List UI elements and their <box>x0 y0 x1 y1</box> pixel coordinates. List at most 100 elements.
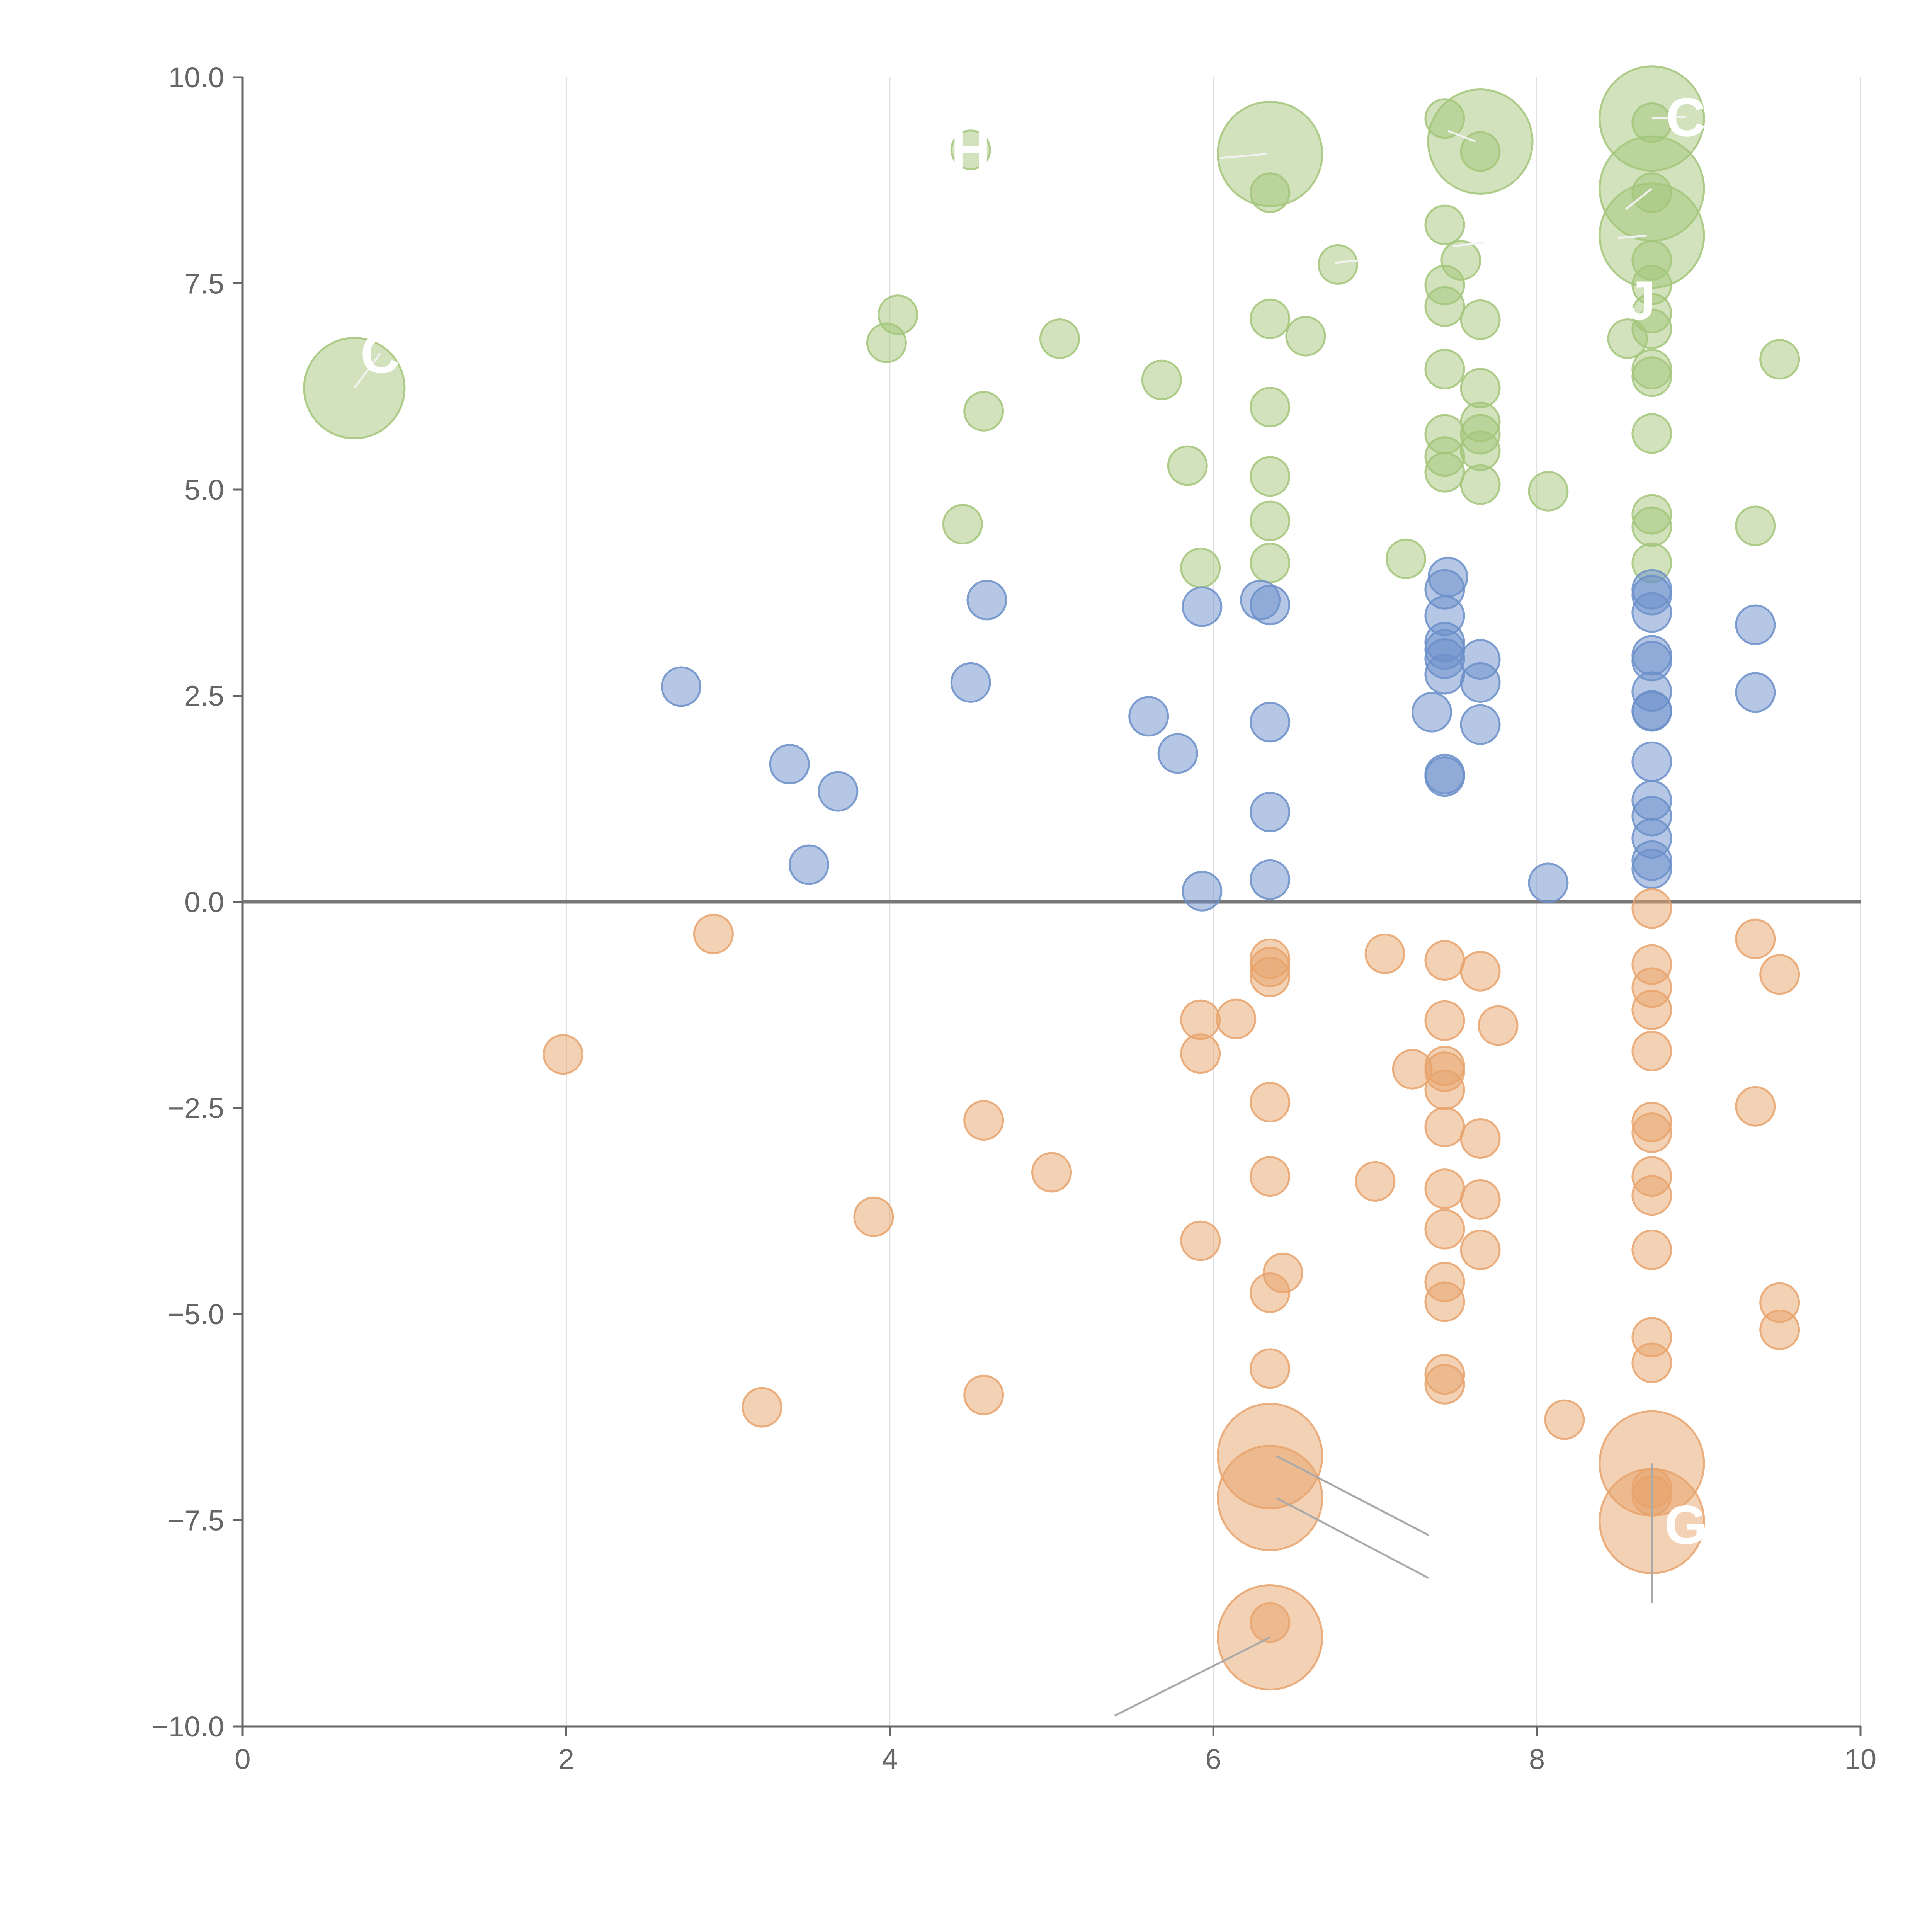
leader-line <box>1447 130 1476 143</box>
annotation-label: C <box>361 323 400 385</box>
leader-line <box>1452 241 1485 247</box>
blue-bubble <box>1460 662 1501 703</box>
green-bubble <box>1039 318 1080 359</box>
green-bubble <box>878 294 918 335</box>
orange-bubble <box>1735 918 1776 959</box>
orange-bubble <box>1759 1310 1800 1350</box>
orange-bubble <box>1460 1118 1501 1159</box>
blue-bubble <box>1631 592 1672 633</box>
orange-bubble <box>1424 1364 1465 1405</box>
annotation-label: C <box>1666 87 1706 148</box>
green-bubble <box>963 391 1004 432</box>
blue-bubble <box>1128 696 1169 737</box>
orange-bubble <box>1216 998 1257 1039</box>
orange-bubble <box>1424 1000 1465 1041</box>
y-tick-label: −2.5 <box>168 1092 224 1124</box>
green-bubble <box>1250 172 1291 213</box>
orange-bubble <box>1424 1168 1465 1209</box>
leader-line <box>1625 188 1653 210</box>
blue-bubble <box>1460 704 1501 745</box>
orange-bubble <box>1217 1445 1323 1551</box>
green-bubble <box>1424 452 1465 493</box>
blue-bubble <box>661 666 702 707</box>
annotation-label: H <box>951 120 991 181</box>
orange-bubble <box>1031 1152 1072 1193</box>
orange-bubble <box>963 1100 1004 1141</box>
orange-bubble <box>1180 1033 1221 1074</box>
blue-bubble <box>966 580 1007 621</box>
green-bubble <box>1631 506 1672 547</box>
x-tick-label: 8 <box>1529 1743 1545 1775</box>
blue-bubble <box>1735 672 1776 713</box>
green-bubble <box>1167 445 1208 486</box>
blue-bubble <box>1250 702 1291 743</box>
leader-line <box>1219 153 1267 159</box>
leader-line <box>1276 1497 1429 1579</box>
blue-bubble <box>950 662 991 703</box>
green-bubble <box>1631 356 1672 397</box>
green-bubble <box>1250 298 1291 339</box>
blue-bubble <box>1411 692 1452 733</box>
orange-bubble <box>1424 1209 1465 1250</box>
orange-bubble <box>1631 990 1672 1031</box>
orange-bubble <box>1424 1107 1465 1148</box>
green-bubble <box>1141 359 1182 400</box>
y-tick-label: 2.5 <box>184 680 224 712</box>
orange-bubble <box>1364 933 1405 974</box>
orange-bubble <box>1250 956 1291 997</box>
green-bubble <box>1631 413 1672 454</box>
green-bubble <box>942 504 983 545</box>
green-bubble <box>1250 500 1291 541</box>
green-bubble <box>1631 308 1672 349</box>
leader-line <box>1334 259 1359 264</box>
green-bubble <box>1180 548 1221 588</box>
x-tick-label: 6 <box>1206 1743 1221 1775</box>
blue-bubble <box>1424 756 1465 797</box>
annotation-leader <box>1651 116 1686 120</box>
green-bubble <box>1424 349 1465 389</box>
orange-bubble <box>1424 1281 1465 1322</box>
blue-bubble <box>1250 585 1291 626</box>
green-bubble <box>1759 339 1800 380</box>
y-tick-label: −5.0 <box>168 1298 224 1330</box>
green-bubble <box>950 129 991 170</box>
orange-bubble <box>1250 1602 1291 1643</box>
green-bubble <box>1250 456 1291 497</box>
orange-bubble <box>1631 1112 1672 1153</box>
blue-bubble <box>1157 733 1198 774</box>
orange-bubble <box>1735 1086 1776 1127</box>
orange-bubble <box>1631 1031 1672 1071</box>
green-bubble <box>1424 286 1465 327</box>
x-tick-label: 2 <box>558 1743 574 1775</box>
orange-bubble <box>1180 1220 1221 1261</box>
orange-bubble <box>1631 1230 1672 1270</box>
orange-bubble <box>1355 1161 1396 1202</box>
orange-bubble <box>963 1374 1004 1415</box>
annotation-layer: C H J C G <box>361 87 1707 1556</box>
orange-bubble <box>1262 1252 1303 1293</box>
blue-bubble <box>1631 691 1672 732</box>
blue-bubble <box>1528 862 1569 903</box>
orange-bubble <box>1460 1230 1501 1270</box>
y-tick-label: −10.0 <box>152 1711 224 1743</box>
orange-bubble <box>1544 1399 1585 1440</box>
x-tick-label: 0 <box>235 1743 250 1775</box>
orange-bubble <box>1631 1342 1672 1383</box>
annotation-label: G <box>1665 1494 1707 1556</box>
y-tick-label: 7.5 <box>184 268 224 300</box>
blue-bubble <box>1182 586 1223 627</box>
green-bubble <box>1318 244 1359 285</box>
y-tick-label: 5.0 <box>184 474 224 506</box>
orange-bubble <box>1424 1070 1465 1111</box>
blue-bubble <box>1631 741 1672 782</box>
orange-bubble <box>1631 888 1672 929</box>
orange-bubble <box>1759 954 1800 995</box>
green-bubble <box>1735 505 1776 546</box>
x-tick-label: 4 <box>882 1743 898 1775</box>
orange-bubble <box>1250 1082 1291 1123</box>
y-tick-label: −7.5 <box>168 1505 224 1537</box>
x-tick-label: 10 <box>1845 1743 1876 1775</box>
green-bubble <box>1460 464 1501 505</box>
green-bubble <box>1424 204 1465 245</box>
